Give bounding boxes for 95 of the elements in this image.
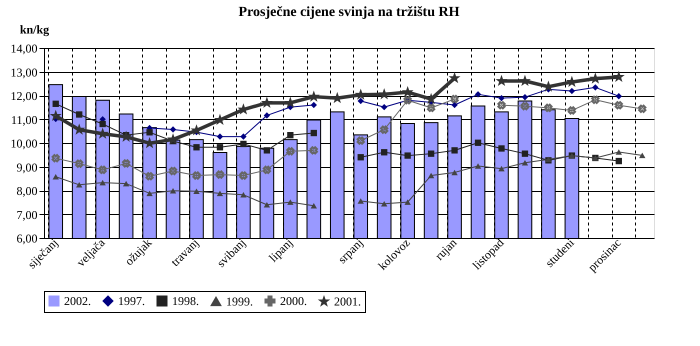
point (122, 180, 130, 186)
point (52, 174, 59, 180)
point (146, 129, 153, 136)
point (193, 144, 200, 150)
point (99, 180, 106, 186)
point (262, 166, 272, 174)
point (380, 126, 388, 134)
point (426, 104, 436, 112)
point (381, 104, 388, 110)
point (381, 201, 388, 207)
legend-label: 2002. (64, 294, 91, 308)
point (428, 150, 434, 157)
point (358, 98, 364, 104)
x-tick-label: rujan (432, 236, 460, 263)
point (522, 94, 528, 100)
point (287, 199, 294, 205)
legend-label: 2000. (280, 294, 307, 308)
point (216, 190, 224, 196)
point (264, 147, 270, 154)
y-tick-label: 12,00 (10, 89, 38, 103)
legend-label: 1997. (118, 294, 145, 308)
y-tick-label: 9,00 (16, 160, 38, 174)
legend-label: 1999. (226, 294, 253, 308)
point (192, 171, 201, 180)
point (498, 145, 505, 152)
point (451, 102, 458, 108)
point (498, 166, 505, 172)
point (428, 172, 434, 178)
point (568, 106, 576, 115)
point (568, 88, 576, 94)
y-tick-label: 10,00 (10, 136, 38, 150)
point (450, 94, 459, 104)
point (310, 102, 317, 108)
point (520, 102, 530, 110)
point (474, 163, 482, 169)
point (52, 154, 60, 162)
point (146, 190, 153, 196)
y-tick-label: 7,00 (16, 208, 38, 222)
point (616, 149, 622, 155)
point (474, 91, 482, 98)
point (170, 188, 176, 194)
point (264, 112, 270, 119)
point (240, 192, 247, 198)
point (616, 93, 622, 100)
point (474, 140, 482, 146)
point (76, 182, 82, 188)
point (239, 171, 248, 180)
point (122, 159, 130, 168)
point (264, 202, 270, 208)
point (404, 199, 411, 205)
point (616, 158, 622, 164)
point (240, 140, 247, 148)
point (216, 144, 224, 150)
y-tick-label: 14,00 (10, 42, 38, 56)
legend-label: 2001. (334, 294, 361, 308)
point (498, 94, 505, 102)
y-tick-label: 11,00 (10, 112, 38, 127)
point (522, 150, 528, 157)
point (614, 101, 623, 110)
point (310, 130, 317, 136)
point (99, 120, 106, 128)
point (310, 202, 317, 208)
point (216, 133, 224, 140)
point (356, 136, 365, 145)
point (404, 152, 411, 159)
point (358, 154, 364, 160)
point (638, 104, 646, 113)
point (52, 100, 59, 107)
point (76, 111, 82, 118)
chart-title: Prosječne cijene svinja na tržištu RH (238, 5, 460, 20)
point (98, 166, 107, 174)
y-tick-label: 13,00 (10, 65, 38, 80)
point (522, 160, 528, 166)
point (592, 84, 599, 91)
point (240, 133, 247, 140)
legend-label: 1998. (172, 294, 199, 308)
y-axis-title: kn/kg (20, 22, 50, 36)
point (168, 166, 178, 176)
point (451, 170, 458, 176)
point (75, 160, 84, 168)
point (591, 96, 600, 104)
point (497, 101, 506, 110)
point (544, 104, 553, 112)
point (310, 146, 318, 154)
point (451, 147, 458, 154)
point (286, 147, 294, 156)
point (193, 188, 200, 194)
point (639, 152, 646, 158)
point (287, 132, 294, 138)
point (216, 170, 224, 179)
point (170, 126, 176, 133)
point (358, 198, 364, 204)
point (145, 172, 154, 180)
point (381, 149, 388, 156)
y-tick-label: 8,00 (16, 184, 38, 198)
